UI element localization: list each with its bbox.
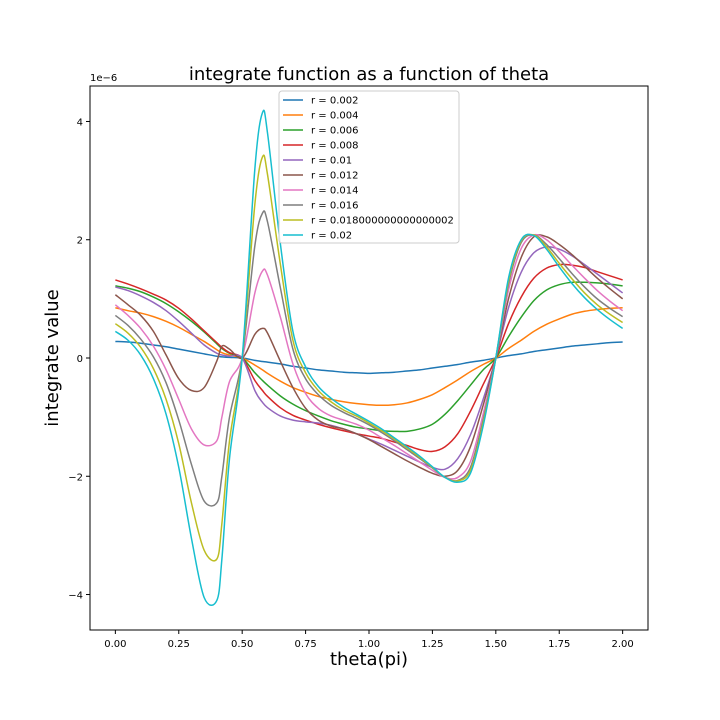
series-line-2 — [115, 306, 623, 407]
legend-label-10: r = 0.02 — [311, 231, 352, 242]
x-axis-ticks: 0.00 0.25 0.50 0.75 1.00 1.25 1.50 1.75 2.00 — [104, 630, 634, 650]
legend-label-2: r = 0.004 — [311, 111, 358, 122]
y-axis-label: integrate value — [42, 289, 63, 426]
x-tick-label: 1.25 — [421, 639, 443, 650]
legend-label-7: r = 0.014 — [311, 186, 358, 197]
y-tick-label: −4 — [68, 591, 83, 602]
legend-label-3: r = 0.006 — [311, 126, 358, 137]
legend-label-9: r = 0.018000000000000002 — [311, 216, 454, 227]
x-tick-label: 0.00 — [104, 639, 126, 650]
x-tick-label: 0.25 — [168, 639, 190, 650]
x-tick-label: 0.75 — [294, 639, 316, 650]
y-offset-label: 1e−6 — [90, 73, 117, 84]
x-axis-label: theta(pi) — [330, 649, 408, 670]
series-line-3 — [115, 281, 623, 433]
series-layer — [114, 109, 624, 606]
legend-label-8: r = 0.016 — [311, 201, 358, 212]
x-tick-label: 1.00 — [358, 639, 380, 650]
y-tick-label: 0 — [77, 354, 83, 365]
legend-label-6: r = 0.012 — [311, 171, 358, 182]
x-tick-label: 1.75 — [548, 639, 570, 650]
y-axis-ticks: −4 −2 0 2 4 — [68, 117, 90, 602]
legend-label-4: r = 0.008 — [311, 141, 358, 152]
series-line-10 — [114, 109, 624, 606]
x-tick-label: 0.50 — [231, 639, 253, 650]
legend-label-1: r = 0.002 — [311, 96, 358, 107]
y-tick-label: −2 — [68, 472, 83, 483]
legend: r = 0.002 r = 0.004 r = 0.006 r = 0.008 r = … — [278, 90, 460, 244]
y-tick-label: 2 — [77, 236, 83, 247]
chart-title: integrate function as a function of thet… — [189, 64, 549, 85]
series-line-6 — [114, 234, 624, 478]
series-line-1 — [115, 340, 623, 375]
legend-box — [278, 90, 460, 244]
legend-label-5: r = 0.01 — [311, 156, 352, 167]
y-tick-label: 4 — [77, 117, 83, 128]
x-tick-label: 1.50 — [485, 639, 507, 650]
x-tick-label: 2.00 — [612, 639, 634, 650]
